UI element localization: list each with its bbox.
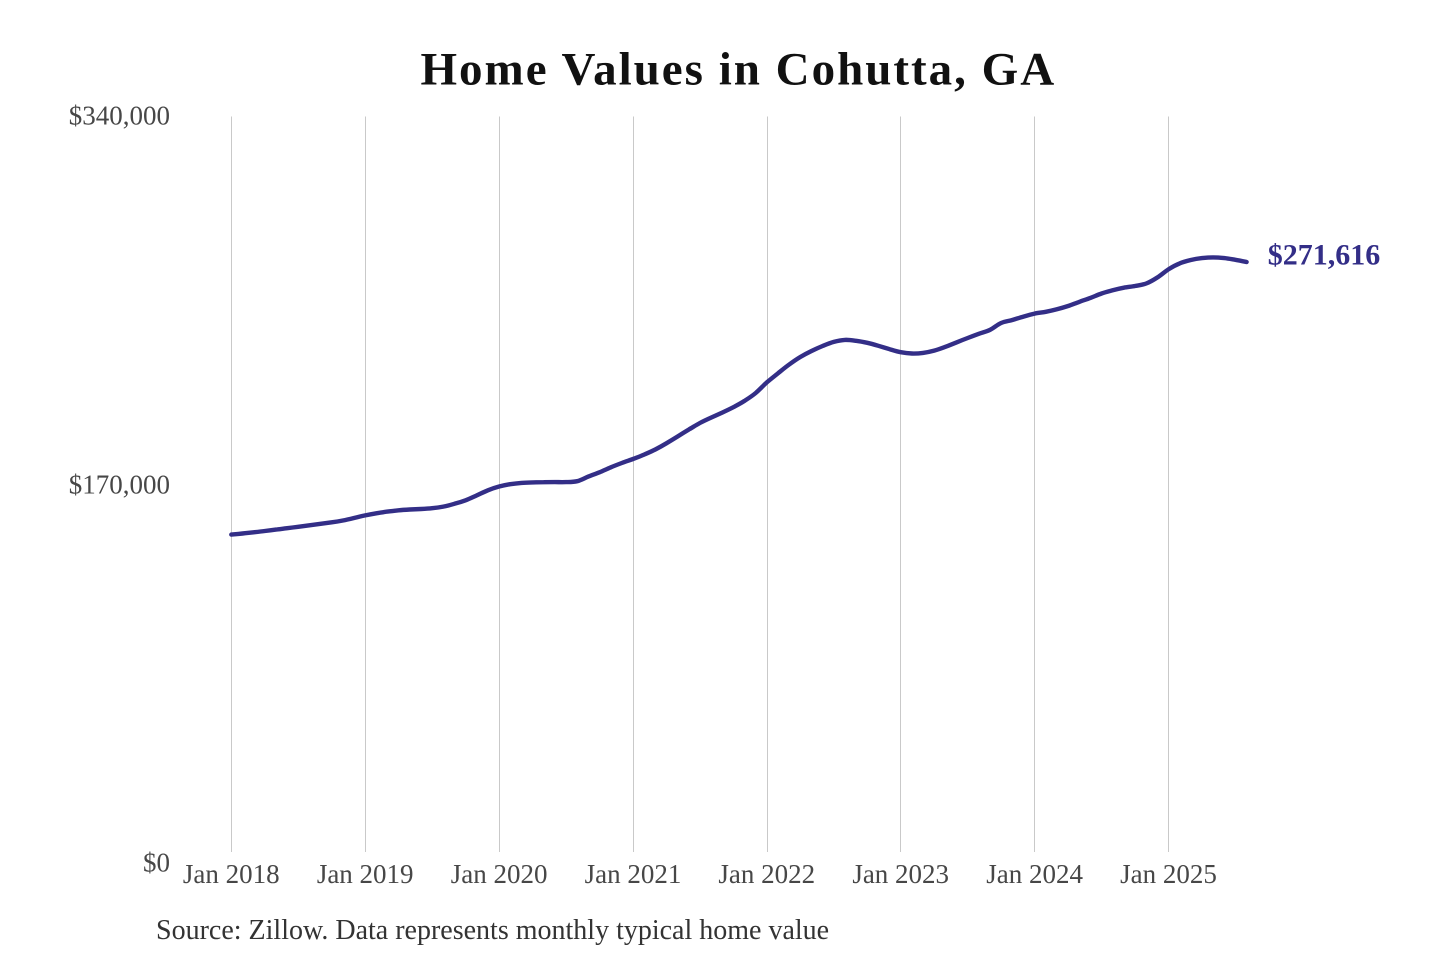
svg-text:Jan 2023: Jan 2023	[852, 859, 949, 889]
svg-text:Jan 2021: Jan 2021	[585, 859, 682, 889]
svg-text:Jan 2020: Jan 2020	[451, 859, 548, 889]
svg-text:Jan 2018: Jan 2018	[183, 859, 280, 889]
svg-text:Home Values in Cohutta, GA: Home Values in Cohutta, GA	[421, 44, 1057, 96]
svg-text:Jan 2022: Jan 2022	[718, 859, 815, 889]
svg-text:Jan 2025: Jan 2025	[1120, 859, 1217, 889]
svg-text:$170,000: $170,000	[69, 470, 170, 500]
svg-text:Jan 2019: Jan 2019	[317, 859, 414, 889]
svg-text:$340,000: $340,000	[69, 101, 170, 131]
svg-text:Source: Zillow. Data represent: Source: Zillow. Data represents monthly …	[156, 915, 829, 946]
svg-text:$0: $0	[143, 848, 170, 878]
svg-text:Jan 2024: Jan 2024	[986, 859, 1083, 889]
svg-text:$271,616: $271,616	[1268, 239, 1381, 272]
